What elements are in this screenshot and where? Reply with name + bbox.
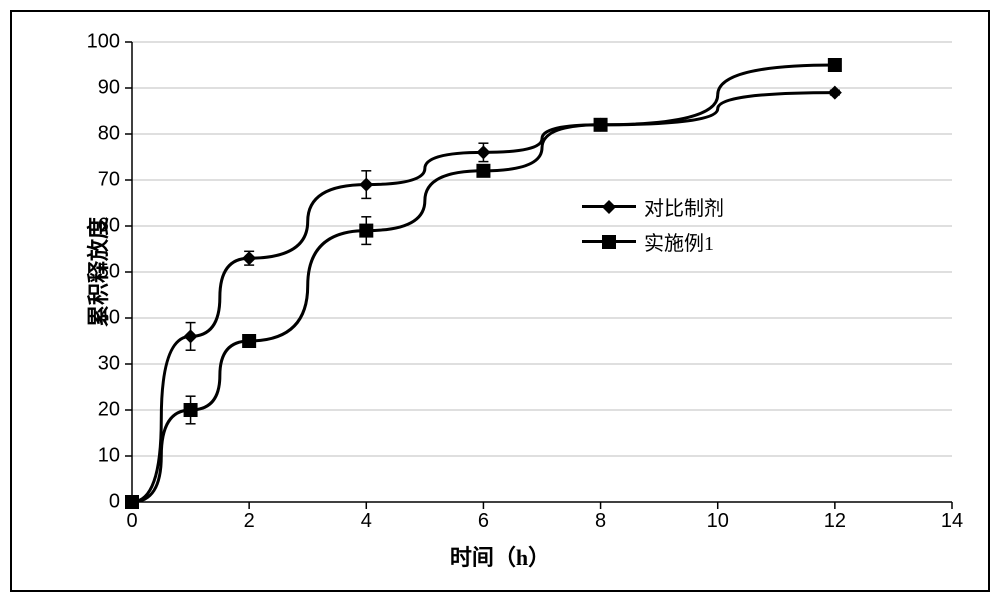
x-tick-label: 6 xyxy=(478,510,489,533)
diamond-icon xyxy=(601,199,617,215)
x-tick-label: 12 xyxy=(824,510,846,533)
x-axis-label: 时间（h） xyxy=(12,540,988,572)
y-tick-label: 20 xyxy=(70,399,120,422)
x-tick-label: 2 xyxy=(244,510,255,533)
legend-series-line xyxy=(582,240,636,243)
chart-frame: 累积释放度 时间（h） 0102030405060708090100024681… xyxy=(10,10,990,592)
legend-label: 实施例1 xyxy=(644,227,714,256)
y-tick-label: 10 xyxy=(70,445,120,468)
y-tick-label: 40 xyxy=(70,307,120,330)
y-tick-label: 70 xyxy=(70,169,120,192)
x-tick-label: 0 xyxy=(126,510,137,533)
y-tick-label: 80 xyxy=(70,123,120,146)
x-tick-label: 10 xyxy=(707,510,729,533)
y-tick-label: 30 xyxy=(70,353,120,376)
plot-svg xyxy=(132,42,952,502)
x-tick-label: 4 xyxy=(361,510,372,533)
legend-series-line xyxy=(582,205,636,208)
legend-item: 实施例1 xyxy=(582,227,724,256)
legend-item: 对比制剂 xyxy=(582,192,724,221)
y-tick-label: 50 xyxy=(70,261,120,284)
square-icon xyxy=(601,234,617,250)
y-tick-label: 90 xyxy=(70,77,120,100)
legend-label: 对比制剂 xyxy=(644,192,724,221)
x-tick-label: 14 xyxy=(941,510,963,533)
plot-area xyxy=(132,42,952,502)
legend: 对比制剂实施例1 xyxy=(582,192,724,262)
x-tick-label: 8 xyxy=(595,510,606,533)
y-tick-label: 0 xyxy=(70,491,120,514)
y-tick-label: 60 xyxy=(70,215,120,238)
y-tick-label: 100 xyxy=(70,31,120,54)
